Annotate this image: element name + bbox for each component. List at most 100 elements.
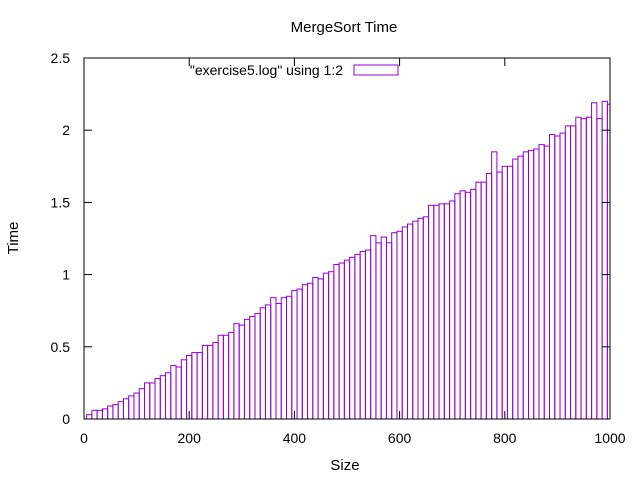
x-tick-label: 600 xyxy=(388,430,412,446)
bar xyxy=(527,149,535,420)
y-tick-label: 1 xyxy=(62,267,70,283)
bar xyxy=(222,334,230,420)
bar xyxy=(354,253,361,420)
bar xyxy=(375,242,382,420)
bar xyxy=(459,190,466,420)
bar xyxy=(122,398,130,420)
bar xyxy=(422,216,430,420)
bar xyxy=(501,165,508,420)
bar xyxy=(359,251,366,420)
bar xyxy=(428,204,435,420)
bar xyxy=(491,151,498,420)
y-tick-label: 0 xyxy=(62,411,70,427)
bar xyxy=(275,302,282,420)
bar xyxy=(475,181,482,420)
x-tick-label: 0 xyxy=(80,430,88,446)
legend: "exercise5.log" using 1:2 xyxy=(190,62,399,78)
y-tick-label: 1.5 xyxy=(51,194,71,210)
bar xyxy=(196,352,203,420)
x-tick-label: 400 xyxy=(283,430,307,446)
bar xyxy=(596,118,603,420)
bar xyxy=(328,271,335,420)
chart-title: MergeSort Time xyxy=(291,19,398,36)
bar xyxy=(228,331,235,420)
y-axis: 0 0.5 1 1.5 2 2.5 xyxy=(51,50,610,427)
bar xyxy=(438,203,445,420)
bar xyxy=(570,125,577,420)
y-tick-label: 2.5 xyxy=(51,50,71,66)
bar xyxy=(464,191,472,420)
x-axis: 0 200 400 600 800 1000 xyxy=(80,58,626,446)
x-tick-label: 1000 xyxy=(594,430,625,446)
bar xyxy=(554,135,561,420)
bar xyxy=(512,158,519,420)
bar xyxy=(217,334,224,420)
bar xyxy=(349,256,356,420)
bar xyxy=(191,352,198,420)
bar xyxy=(117,401,124,420)
bar xyxy=(433,204,440,420)
bar xyxy=(338,262,345,420)
bar xyxy=(601,100,608,420)
bar xyxy=(543,145,551,420)
bar xyxy=(443,203,451,420)
bar xyxy=(322,272,330,420)
bar xyxy=(138,388,145,420)
bar xyxy=(449,200,456,420)
bar xyxy=(312,276,319,420)
bar xyxy=(112,404,119,420)
bar xyxy=(270,297,277,420)
bar xyxy=(485,173,493,420)
bar xyxy=(159,375,167,420)
bar xyxy=(101,408,109,420)
bar xyxy=(212,341,219,420)
bar xyxy=(259,307,266,420)
bar xyxy=(154,378,161,420)
bar xyxy=(549,134,556,420)
bar xyxy=(201,344,209,420)
bar xyxy=(364,249,372,420)
y-axis-label: Time xyxy=(5,222,22,255)
x-tick-label: 200 xyxy=(178,430,202,446)
bar xyxy=(522,151,529,420)
bar xyxy=(286,295,293,420)
bar xyxy=(559,132,566,420)
bar xyxy=(370,235,377,420)
bar xyxy=(143,382,151,420)
bar xyxy=(470,188,477,420)
bar xyxy=(417,217,424,420)
bar xyxy=(149,382,156,420)
bar xyxy=(170,365,177,420)
bar xyxy=(496,171,503,420)
y-tick-label: 2 xyxy=(62,122,70,138)
bar xyxy=(385,242,393,420)
bar xyxy=(238,324,245,420)
bar xyxy=(107,405,114,420)
bar xyxy=(343,259,351,420)
bar xyxy=(580,118,587,420)
bar xyxy=(506,165,514,420)
bar xyxy=(564,125,572,420)
bar xyxy=(296,288,303,420)
bar xyxy=(380,236,387,420)
bar xyxy=(133,392,140,420)
bar xyxy=(333,263,340,420)
bar xyxy=(538,144,545,420)
bar xyxy=(207,344,214,420)
bar xyxy=(401,226,408,420)
bar xyxy=(264,304,272,420)
bar xyxy=(412,220,419,420)
bar xyxy=(128,395,135,420)
y-tick-label: 0.5 xyxy=(51,339,71,355)
bar xyxy=(186,354,193,420)
bar xyxy=(454,193,461,420)
bar xyxy=(480,181,487,420)
x-axis-label: Size xyxy=(330,457,359,474)
bar xyxy=(91,409,98,420)
bar xyxy=(233,323,240,420)
bars-group xyxy=(86,100,611,420)
bar xyxy=(307,282,314,420)
bar xyxy=(301,284,309,420)
bar xyxy=(291,289,298,420)
